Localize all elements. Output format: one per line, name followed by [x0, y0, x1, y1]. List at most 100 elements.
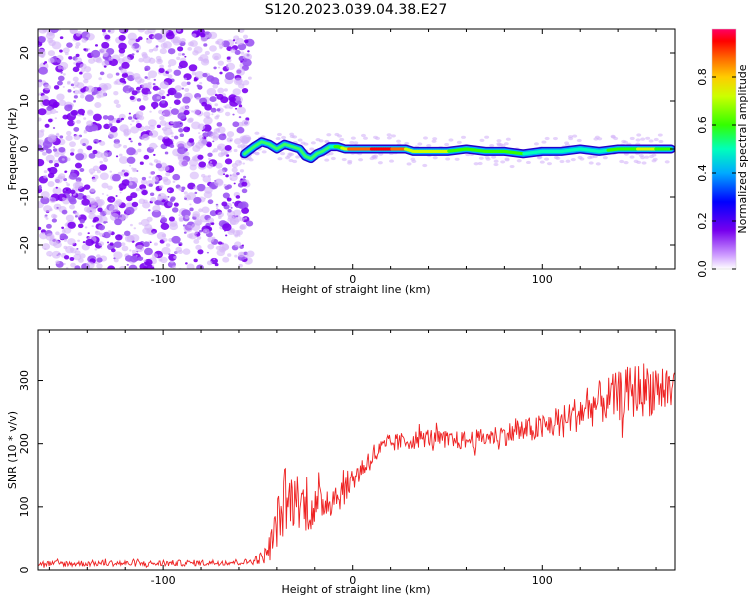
- noise-blob: [241, 181, 248, 187]
- noise-blob: [157, 135, 164, 141]
- trace-halo: [629, 136, 635, 141]
- noise-blob: [90, 205, 97, 211]
- noise-blob: [138, 105, 146, 111]
- noise-blob: [176, 153, 179, 156]
- noise-blob: [113, 241, 122, 249]
- noise-blob: [124, 234, 134, 243]
- noise-blob: [172, 265, 176, 269]
- noise-blob: [109, 242, 114, 246]
- snr-y-axis: 0 100 200 300: [18, 370, 675, 574]
- noise-blob: [183, 224, 193, 233]
- noise-blob: [103, 65, 107, 68]
- noise-blob: [96, 257, 103, 263]
- noise-blob: [157, 195, 164, 201]
- noise-blob: [51, 250, 61, 259]
- noise-blob: [193, 186, 198, 190]
- noise-blob: [113, 142, 121, 149]
- noise-blob: [172, 180, 176, 183]
- noise-blob: [100, 246, 103, 249]
- noise-blob: [72, 76, 79, 82]
- noise-blob: [241, 188, 248, 194]
- noise-blob: [188, 41, 194, 47]
- noise-blob: [118, 34, 126, 41]
- noise-blob: [59, 49, 63, 53]
- noise-blob: [147, 91, 152, 95]
- noise-blob: [53, 159, 60, 165]
- noise-blob: [67, 120, 75, 127]
- noise-blob: [241, 244, 244, 247]
- noise-blob: [144, 76, 148, 79]
- trace-halo: [484, 135, 490, 139]
- trace-halo: [576, 138, 582, 143]
- trace-halo: [386, 136, 392, 140]
- noise-blob: [188, 64, 198, 72]
- trace-halo: [289, 134, 295, 139]
- noise-blob: [96, 263, 103, 269]
- noise-blob: [54, 163, 60, 168]
- noise-blob: [140, 218, 150, 227]
- noise-blob: [81, 38, 88, 43]
- noise-blob: [154, 200, 160, 205]
- noise-blob: [143, 259, 147, 263]
- noise-blob: [99, 140, 106, 146]
- noise-blob: [215, 207, 219, 210]
- noise-blob: [48, 160, 53, 164]
- noise-blob: [82, 72, 93, 80]
- noise-blob: [118, 182, 127, 190]
- noise-blob: [244, 39, 249, 44]
- noise-blob: [96, 254, 101, 259]
- noise-blob: [93, 216, 100, 222]
- noise-blob: [128, 137, 132, 141]
- noise-blob: [163, 127, 173, 136]
- noise-blob: [235, 38, 245, 46]
- noise-blob: [113, 258, 119, 263]
- trace-halo: [503, 142, 509, 146]
- noise-blob: [47, 135, 57, 143]
- noise-blob: [107, 115, 115, 121]
- trace-halo: [422, 163, 428, 168]
- noise-blob: [125, 195, 133, 202]
- noise-blob: [38, 226, 42, 231]
- noise-blob: [73, 81, 80, 87]
- noise-blob: [46, 250, 53, 257]
- noise-blob: [170, 120, 175, 125]
- noise-blob: [64, 170, 68, 173]
- noise-blob: [143, 266, 148, 269]
- noise-blob: [83, 184, 91, 190]
- noise-blob: [135, 254, 138, 257]
- noise-blob: [148, 48, 154, 53]
- noise-blob: [138, 36, 143, 41]
- noise-blob: [158, 254, 161, 257]
- noise-blob: [216, 93, 224, 100]
- noise-blob: [99, 172, 109, 180]
- colorbar-tick-label: 0.0: [696, 260, 709, 278]
- noise-blob: [192, 157, 196, 160]
- noise-blob: [183, 110, 190, 116]
- noise-blob: [66, 130, 72, 136]
- noise-blob: [208, 157, 211, 161]
- noise-blob: [186, 81, 191, 85]
- noise-blob: [38, 29, 48, 34]
- noise-blob: [224, 158, 233, 165]
- trace-halo: [341, 157, 347, 162]
- noise-blob: [70, 109, 79, 116]
- noise-blob: [99, 164, 108, 171]
- noise-blob: [83, 78, 89, 84]
- spectrogram-x-tick-label: -100: [151, 273, 176, 286]
- noise-blob: [147, 81, 152, 86]
- noise-blob: [222, 192, 230, 199]
- noise-blob: [197, 249, 204, 255]
- trace-halo: [505, 137, 511, 141]
- trace-halo: [552, 136, 558, 141]
- noise-blob: [73, 95, 78, 99]
- noise-blob: [132, 73, 141, 80]
- noise-blob: [135, 187, 140, 192]
- noise-blob: [46, 105, 53, 111]
- noise-blob: [81, 198, 90, 206]
- noise-blob: [238, 235, 241, 237]
- noise-blob: [38, 108, 47, 116]
- trace-halo: [658, 139, 664, 144]
- noise-blob: [152, 205, 161, 212]
- snr-x-tick-label: -100: [151, 574, 176, 587]
- noise-blob: [139, 161, 144, 165]
